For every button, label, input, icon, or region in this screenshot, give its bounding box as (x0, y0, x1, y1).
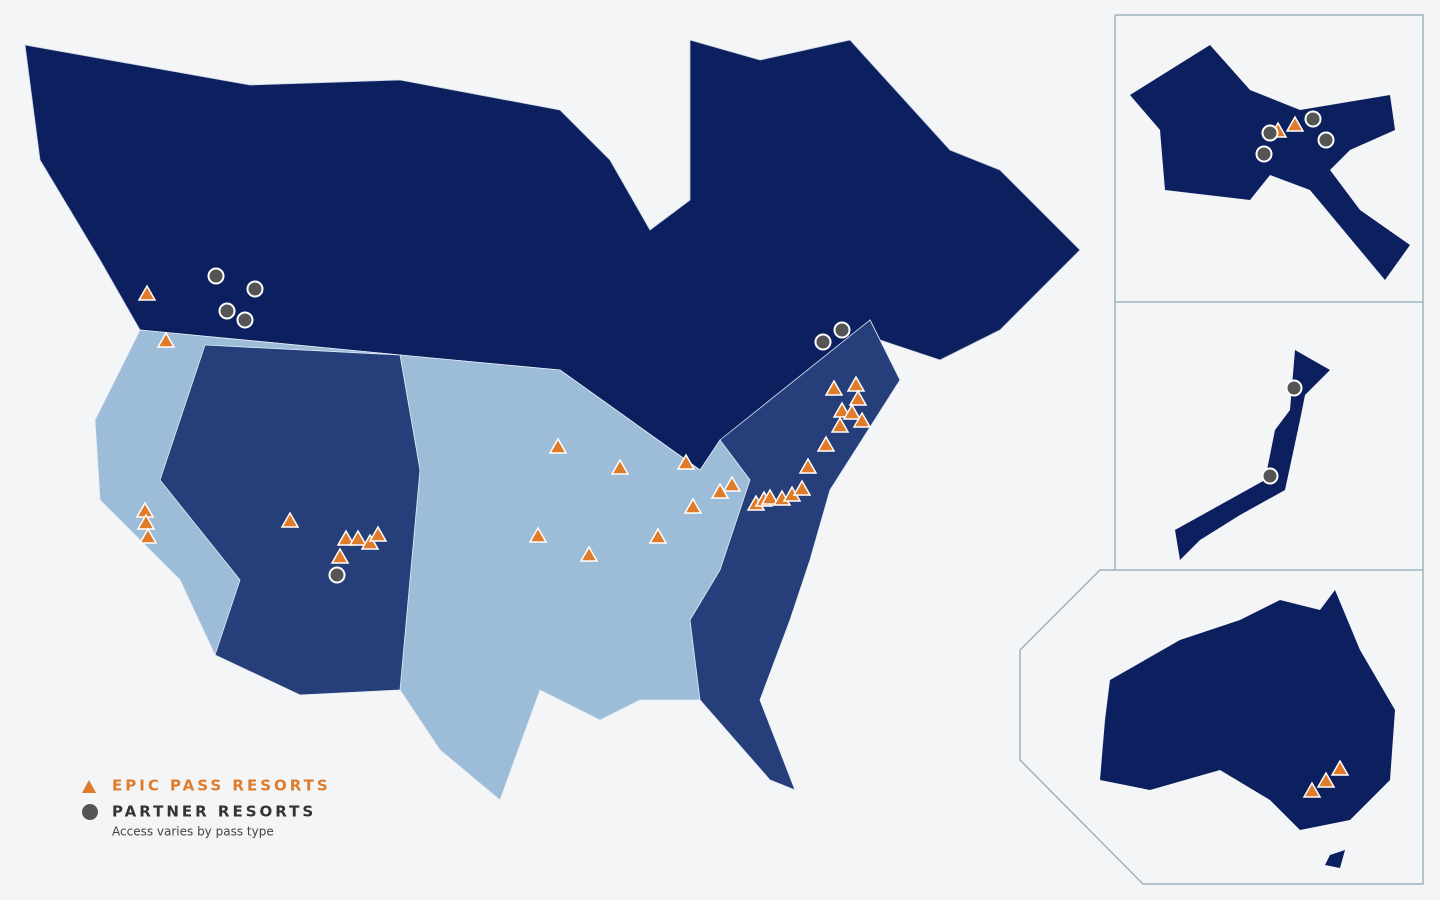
partner-resort-marker (1304, 110, 1322, 128)
japan (1175, 350, 1330, 560)
epic-resort-marker (1285, 115, 1305, 132)
us-eastern-states (689, 319, 901, 791)
epic-resort-marker (848, 389, 868, 406)
epic-resort-marker (1316, 771, 1336, 788)
epic-legend-icon (82, 780, 96, 793)
epic-resort-marker (330, 547, 350, 564)
epic-resort-marker (1302, 781, 1322, 798)
legend-epic: EPIC PASS RESORTS (112, 777, 331, 795)
epic-resort-marker (676, 453, 696, 470)
epic-resort-marker (798, 457, 818, 474)
partner-resort-marker (328, 566, 346, 584)
epic-resort-marker (136, 513, 156, 530)
epic-resort-marker (683, 497, 703, 514)
epic-resort-marker (832, 401, 852, 418)
partner-resort-marker (814, 333, 832, 351)
partner-resort-marker (1255, 145, 1273, 163)
epic-resort-marker (830, 416, 850, 433)
partner-resort-marker (236, 311, 254, 329)
epic-resort-marker (816, 435, 836, 452)
inset-frames (1019, 14, 1424, 885)
australia (1100, 590, 1395, 868)
partner-legend-icon (82, 804, 98, 820)
partner-resort-marker (833, 321, 851, 339)
epic-resort-marker (610, 458, 630, 475)
epic-resort-marker (156, 331, 176, 348)
epic-resort-marker (579, 545, 599, 562)
epic-resort-marker (548, 437, 568, 454)
epic-resort-marker (792, 479, 812, 496)
partner-resort-marker (218, 302, 236, 320)
epic-resort-marker (722, 475, 742, 492)
partner-resort-marker (207, 267, 225, 285)
partner-resort-marker (1285, 379, 1303, 397)
epic-resort-marker (528, 526, 548, 543)
partner-resort-marker (1261, 124, 1279, 142)
epic-resort-marker (138, 527, 158, 544)
partner-resort-marker (1317, 131, 1335, 149)
epic-resort-marker (336, 529, 356, 546)
epic-resort-marker (648, 527, 668, 544)
epic-resort-marker (824, 379, 844, 396)
epic-resort-marker (368, 525, 388, 542)
partner-resort-marker (246, 280, 264, 298)
epic-resort-marker (360, 533, 380, 550)
legend-note: Access varies by pass type (112, 825, 274, 839)
legend-partner: PARTNER RESORTS (112, 803, 316, 821)
epic-resort-marker (1330, 759, 1350, 776)
epic-resort-marker (280, 511, 300, 528)
epic-resort-marker (137, 284, 157, 301)
epic-resort-marker (842, 403, 862, 420)
europe (1130, 45, 1410, 280)
partner-resort-marker (1261, 467, 1279, 485)
markers (135, 110, 1350, 798)
epic-resort-marker (348, 529, 368, 546)
epic-resort-marker (846, 375, 866, 392)
epic-resort-marker (760, 488, 780, 505)
epic-resort-marker (852, 411, 872, 428)
